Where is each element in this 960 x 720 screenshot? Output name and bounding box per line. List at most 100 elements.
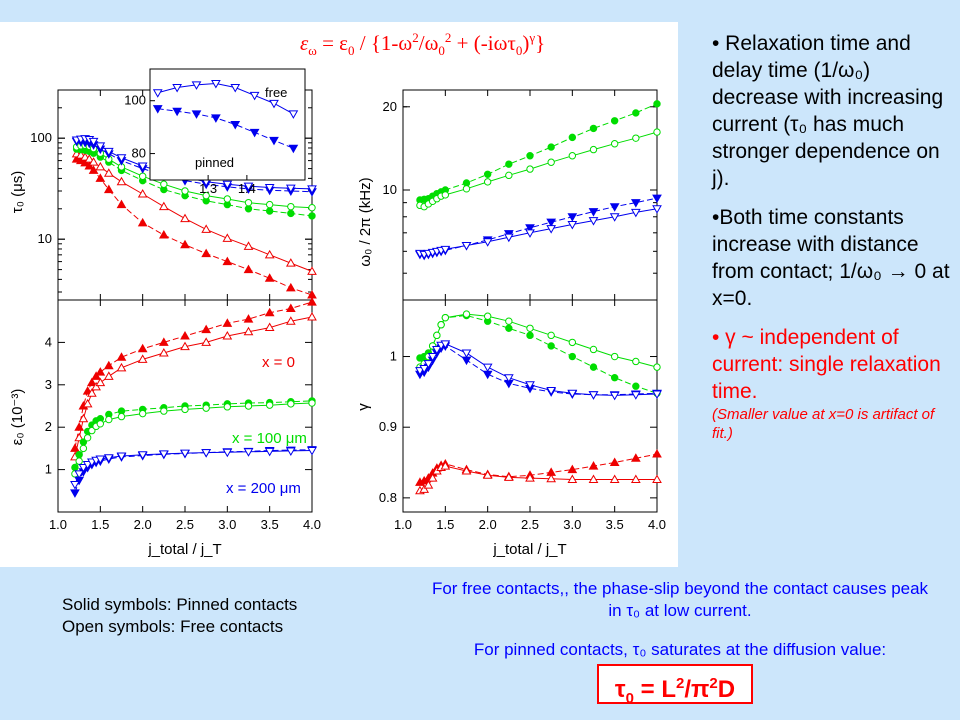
omega0-series-0-point-9 [505,160,513,168]
eps0-xlabel: j_total / j_T [147,541,221,558]
gamma-axes: 0.8 0.9 1 1.0 1.5 2.0 2.5 3.0 3.5 4.0 [379,299,666,532]
eps0-series-5-point-11 [180,449,190,459]
eps0-series-5-point-7 [103,454,114,463]
gamma-ytick-label: 1 [390,349,397,364]
omega0-series-3-point-16 [652,205,662,214]
tau0-series-5-point-13 [243,182,254,192]
eps0-xtick-label: 1.5 [91,517,109,532]
eps0-xtick-label: 3.5 [261,517,279,532]
tau0-series-5-point-15 [285,184,296,194]
gamma-series-3-point-13 [588,391,599,400]
eps0-ytick-label: 1 [45,462,52,477]
tau0-series-5-point-12 [222,180,233,190]
omega0-series-2-point-10 [525,224,535,233]
gamma-series-5-line [419,465,657,492]
tau0-series-0-point-13 [243,264,254,274]
tau0-series-3-point-9 [160,180,168,188]
bullet-gamma: • γ ~ independent of current: single rel… [712,324,952,443]
eps0-series-3-point-4 [88,426,96,435]
gamma-series-4-point-14 [609,457,620,467]
eps0-series-1-point-1 [74,432,85,442]
eps0-series-3-point-16 [287,400,295,408]
tau0-series-1-point-4 [88,157,99,166]
gamma-series-0-point-13 [589,363,598,371]
omega0-series-0-line [419,103,658,201]
gamma-xtick-label: 2.0 [479,517,497,532]
gamma-xtick-label: 1.5 [436,517,454,532]
diffusion-formula: τ0 = L2/π2D [597,664,753,707]
omega0-series-2-point-11 [546,218,557,228]
gamma-series-3-point-15 [630,391,641,400]
eps0-series-1-point-4 [87,388,97,397]
gamma-series-2-point-7 [461,356,472,366]
omega0-series-0-point-8 [483,170,492,178]
bullet-distance: •Both time constants increase with dista… [712,206,950,310]
gamma-series-5-point-16 [652,474,662,483]
gamma-series-5-point-14 [609,474,620,483]
omega0-series-1-point-6 [441,191,450,199]
eps0-ylabel: ε₀ (10⁻³) [9,389,26,446]
eps0-series-1-point-2 [78,413,89,423]
omega0-series-3-point-9 [503,233,514,243]
omega0-series-1-point-14 [610,140,619,148]
tau0-series-1-point-15 [285,258,296,267]
tau0-series-1-point-16 [307,266,317,275]
eps0-ytick-label: 3 [45,377,52,392]
eps0-series-1-point-8 [116,362,127,372]
tau0-series-5-point-16 [307,185,317,194]
eps0-xtick-label: 2.0 [134,517,152,532]
gamma-series-5-point-1 [419,484,430,493]
eps0-series-5-point-3 [82,461,93,470]
gamma-series-1-point-4 [433,331,441,340]
eps0-ytick-label: 2 [45,419,52,434]
dielectric-equation: εω = ε0 / {1-ω2/ω02 + (-iωτ0)γ} [300,30,546,59]
gamma-series-3-point-7 [461,349,472,359]
gamma-series-1-point-8 [483,312,492,320]
tau0-series-1-point-9 [158,201,169,211]
tau0-series-0-point-6 [103,184,114,194]
gamma-series-5-point-10 [525,473,535,482]
gamma-series-4-point-16 [652,449,662,458]
gamma-series-3-point-2 [423,360,434,369]
inset-ytick-label: 80 [132,146,146,161]
tau0-series-3-point-8 [138,172,147,180]
gamma-series-0-point-14 [610,374,619,382]
eps0-series-5-point-12 [201,449,212,458]
gamma-series-3-point-12 [567,389,578,399]
tau0-series-3-point-15 [287,202,295,211]
eps0-series-5-point-17 [307,447,317,456]
inset-frame [149,68,306,181]
tau0-ytick-label: 10 [38,231,52,246]
inset-series-1-point-0 [152,105,163,114]
tau0-series-2-point-13 [244,205,253,213]
omega0-series-3-point-8 [482,238,493,247]
bullet-relaxation: • Relaxation time and delay time (1/ω₀) … [712,32,944,190]
tau0-series-5-point-4 [88,137,99,147]
eps0-series-1-point-9 [137,354,148,363]
inset-series-0-point-3 [211,80,221,89]
gamma-series-3-point-11 [546,386,557,396]
gamma-xtick-label: 3.0 [563,517,581,532]
gamma-series-5-point-13 [588,474,599,483]
inset-group: 80 100 1.3 1.4 free pinned [124,68,306,196]
inset-xtick-label: 1.4 [238,181,256,196]
eps0-series-1-point-11 [180,341,190,351]
eps0-series-5-point-0 [70,480,80,490]
omega0-series-0-point-11 [547,143,555,151]
eps0-series-3-point-11 [181,405,189,414]
omega0-series-1-point-9 [505,171,513,180]
inset-series-0-point-0 [152,89,163,98]
eps0-ytick-label: 4 [45,334,52,349]
gamma-series-0-point-10 [526,331,534,340]
eps0-series-3-point-8 [117,412,126,421]
tau0-series-5-point-5 [95,142,106,151]
eps0-series-0-point-4 [87,377,97,387]
symbols-note: Solid symbols: Pinned contacts Open symb… [62,594,297,638]
tau0-series-0-point-11 [201,248,212,258]
pinned-contacts-note: For pinned contacts, τ₀ saturates at the… [473,640,887,659]
free-contacts-note: For free contacts,, the phase-slip beyon… [431,579,929,620]
gamma-series-0-line [419,314,658,394]
inset-series-0-point-7 [288,110,299,119]
eps0-series-0-point-8 [116,352,127,361]
eps0-series-0-point-7 [103,360,114,370]
